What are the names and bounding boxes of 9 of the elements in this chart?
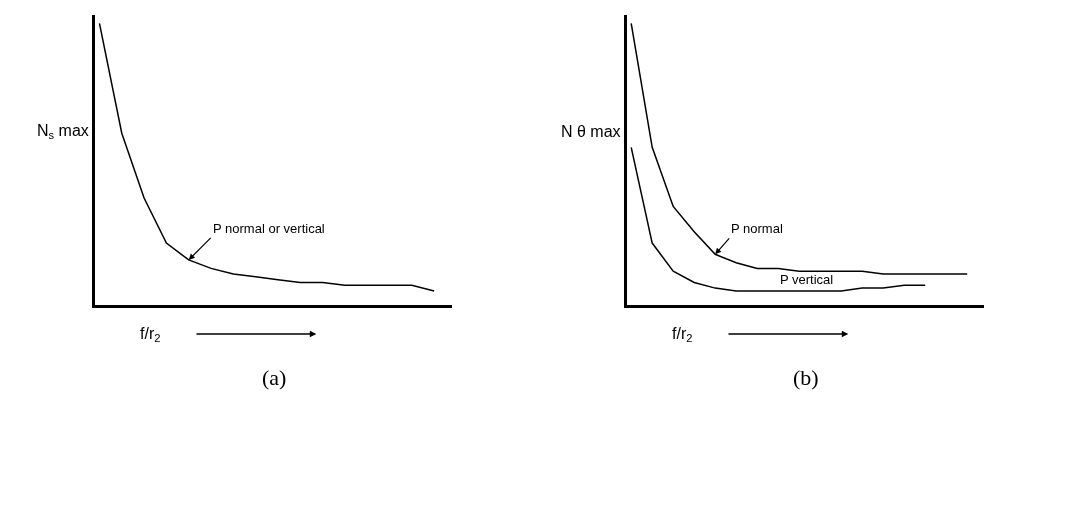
x-axis-title: f/r$_{2}$ — [672, 325, 693, 345]
text: (b) — [793, 365, 819, 390]
series-label: P vertical — [780, 272, 834, 287]
series-label: P normal — [731, 221, 783, 236]
y-axis-title: N$_{s}$ max — [37, 122, 89, 142]
text: (a) — [262, 365, 287, 390]
x-axis-title: f/r$_{2}$ — [140, 325, 161, 345]
y-axis-title: N θ max — [561, 123, 621, 140]
text: P normal or vertical — [213, 221, 325, 236]
